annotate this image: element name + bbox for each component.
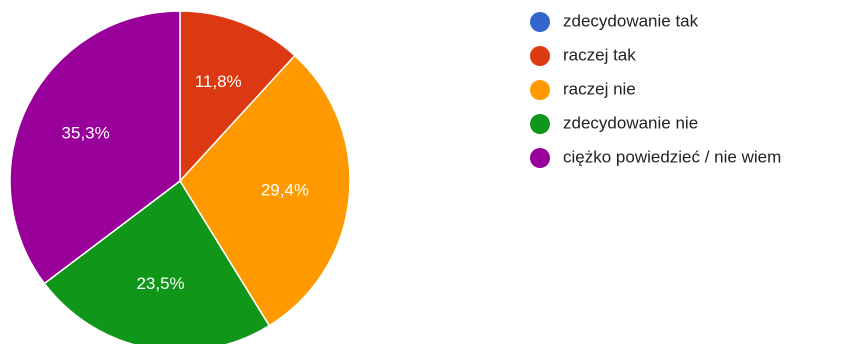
legend-swatch bbox=[530, 12, 550, 32]
legend-label: raczej nie bbox=[563, 79, 636, 98]
pie-slice-ciezko-powiedziec-nie-wiem bbox=[9, 10, 181, 285]
legend-item: ciężko powiedzieć / nie wiem bbox=[530, 147, 781, 168]
slice-value-label: 11,8% bbox=[195, 72, 242, 91]
pie-slice-raczej-tak bbox=[179, 10, 296, 183]
pie-slice-labels: 11,8% 29,4% 23,5% 35,3% bbox=[62, 72, 309, 293]
pie-slice-raczej-nie bbox=[179, 54, 351, 327]
legend-label: ciężko powiedzieć / nie wiem bbox=[563, 147, 781, 166]
legend-item: zdecydowanie tak bbox=[530, 11, 699, 32]
legend-swatch bbox=[530, 80, 550, 100]
legend-label: zdecydowanie tak bbox=[563, 11, 699, 30]
legend-swatch bbox=[530, 114, 550, 134]
slice-value-label: 23,5% bbox=[136, 274, 184, 293]
legend-item: zdecydowanie nie bbox=[530, 113, 698, 134]
legend-swatch bbox=[530, 148, 550, 168]
legend-item: raczej tak bbox=[530, 45, 636, 66]
legend: zdecydowanie tak raczej tak raczej nie zdec… bbox=[530, 11, 781, 168]
legend-label: raczej tak bbox=[563, 45, 636, 64]
legend-item: raczej nie bbox=[530, 79, 636, 100]
legend-label: zdecydowanie nie bbox=[563, 113, 698, 132]
slice-value-label: 35,3% bbox=[62, 124, 110, 143]
slice-value-label: 29,4% bbox=[261, 180, 309, 199]
legend-swatch bbox=[530, 46, 550, 66]
pie-slices bbox=[9, 10, 351, 349]
